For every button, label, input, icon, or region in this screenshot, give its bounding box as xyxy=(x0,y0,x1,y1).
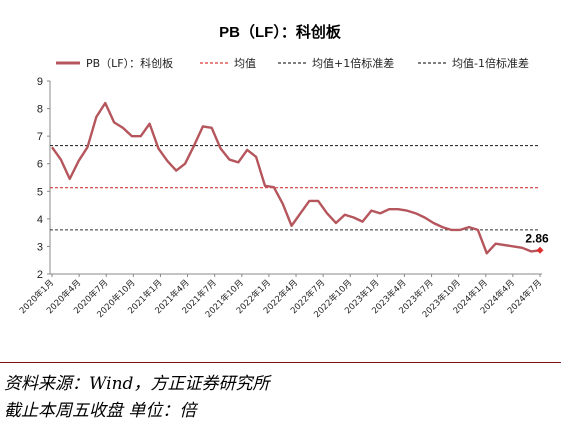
legend-item-series-label: PB（LF）：科创板 xyxy=(86,56,173,70)
y-tick-label: 2 xyxy=(37,269,43,281)
y-tick-label: 4 xyxy=(37,214,43,226)
footer-source: 资料来源：Wind，方正证券研究所 xyxy=(4,374,270,394)
legend-item-mean-label: 均值 xyxy=(234,57,256,70)
footer-note: 截止本周五收盘 单位：倍 xyxy=(4,401,197,421)
y-tick-label: 9 xyxy=(37,76,43,88)
y-tick-label: 7 xyxy=(37,131,43,143)
y-tick-label: 5 xyxy=(37,186,43,198)
y-tick-label: 6 xyxy=(37,159,43,171)
chart-title: PB（LF）：科创板 xyxy=(219,23,342,41)
y-tick-label: 8 xyxy=(37,104,43,116)
last-value-marker xyxy=(536,246,544,254)
reference-lines xyxy=(50,144,540,231)
series-group xyxy=(51,101,541,255)
footer-divider xyxy=(0,362,561,363)
y-tick-label: 3 xyxy=(37,241,43,253)
legend-item-mean-plus-std-label: 均值+1倍标准差 xyxy=(312,56,394,70)
series-line-pb xyxy=(51,101,541,255)
annotations: 2.86 xyxy=(525,231,549,254)
data-label-last-value: 2.86 xyxy=(525,231,549,245)
chart: PB（LF）：科创板 PB（LF）：科创板 均值 均值+1倍标准差 均值-1倍标准差 … xyxy=(17,23,549,320)
legend: PB（LF）：科创板 均值 均值+1倍标准差 均值-1倍标准差 xyxy=(56,56,529,70)
legend-item-mean-minus-std-label: 均值-1倍标准差 xyxy=(452,56,529,70)
